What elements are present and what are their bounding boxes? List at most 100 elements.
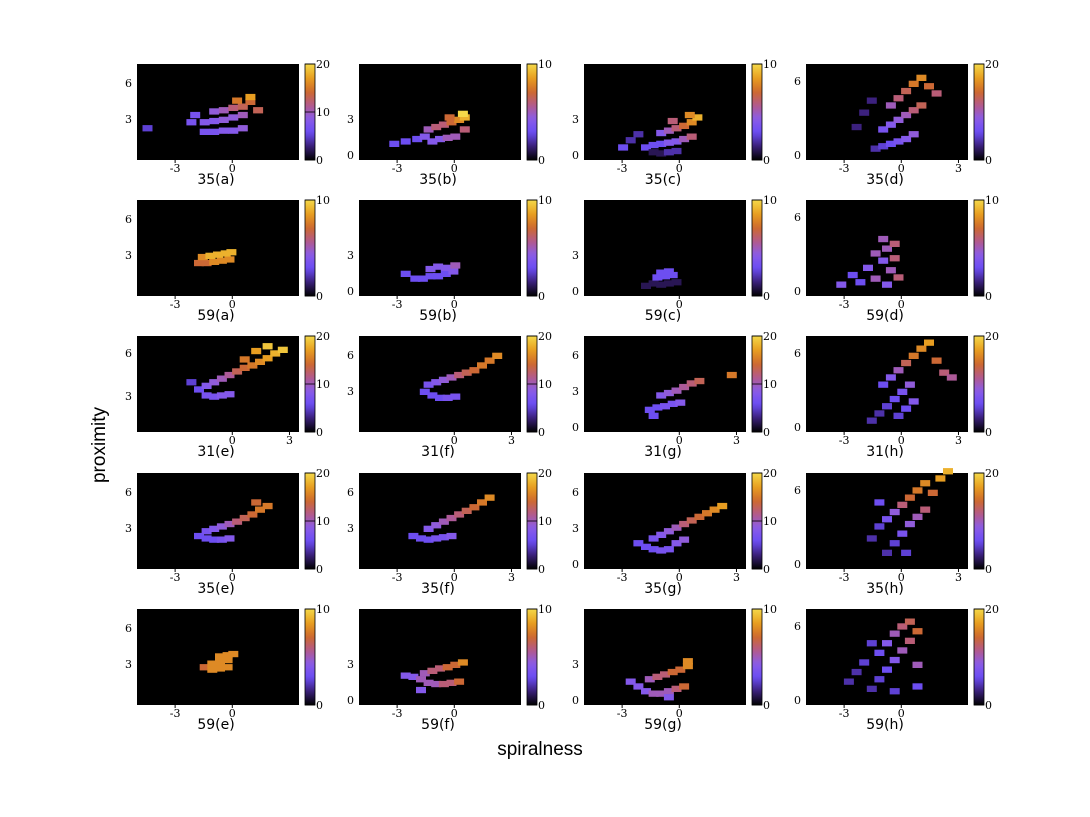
heatmap-cell [435,394,445,401]
heatmap-cell [218,116,229,123]
heatmap-cell [660,671,670,678]
colorbar [526,199,538,297]
x-tick-label: 3 [733,571,740,584]
x-tick-label: 0 [676,707,683,720]
heatmap-cell [671,147,682,155]
x-tick-label: -3 [839,298,850,311]
y-tick-label: 3 [125,113,132,126]
heatmap-cell [239,514,250,522]
heatmap-cell [431,522,442,529]
heatmap-cell [889,688,900,695]
heatmap-cell [939,369,950,376]
heatmap-cell [641,282,651,289]
heatmap-cell [201,382,212,389]
heatmap-cell [927,489,938,496]
colorbar-tick-label: 0 [763,290,770,303]
heatmap-cell [633,540,644,547]
heatmap-cell [726,371,737,379]
heatmap-cell [885,267,896,274]
heatmap-cell [897,647,908,654]
x-axis-title: spiralness [497,739,583,760]
x-tick-label: 0 [451,298,458,311]
colorbar-tick-label: 0 [985,290,992,303]
y-tick-label: 6 [347,349,354,362]
colorbar [526,608,538,706]
heatmap-cell [916,74,927,81]
heatmap-cell [686,119,697,126]
heatmap-cell [209,379,220,386]
heatmap-cell [882,245,892,252]
x-tick-label: -3 [839,434,850,447]
heatmap-cell [194,259,204,267]
heatmap-cell [438,518,449,525]
heatmap-cell [416,686,426,694]
heatmap-cell [201,259,212,267]
heatmap-cell [232,97,243,104]
colorbar-tick-label: 0 [985,154,992,167]
heatmap-cell [847,271,858,279]
heatmap-cell [912,661,923,668]
x-tick-label: 0 [898,434,905,447]
heatmap-cell [943,468,953,475]
heatmap-cell [663,694,674,701]
y-tick-label: 3 [347,658,354,671]
heatmap-cell [444,114,455,121]
heatmap-cell [851,668,862,676]
heatmap-cell [882,640,892,647]
heatmap-cell [663,268,674,275]
heatmap-cell [201,535,212,542]
colorbar [973,472,985,570]
heatmap-cell [416,535,426,542]
colorbar-tick-label: 20 [316,58,330,71]
heatmap-cell [671,540,682,547]
colorbar-tick-label: 20 [763,467,777,480]
heatmap-cell [199,128,210,135]
y-tick-label: 6 [572,486,579,499]
y-tick-label: 0 [572,694,579,707]
heatmap-cell [904,520,915,528]
heatmap-cell [882,516,892,523]
colorbar-tick-label: 10 [763,58,777,71]
y-tick-label: 0 [572,558,579,571]
heatmap-cell [442,134,453,141]
heatmap-cell [228,650,239,658]
heatmap-cell [836,281,847,288]
heatmap-cell [431,680,442,688]
y-tick-label: 0 [794,285,801,298]
heatmap-cell [904,618,915,625]
heatmap-cell [656,392,667,399]
heatmap-cell [851,123,862,131]
x-tick-label: 0 [898,707,905,720]
x-tick-label: 0 [451,434,458,447]
heatmap-cell [859,109,870,116]
x-tick-label: 3 [955,434,962,447]
heatmap-cell [209,393,220,400]
heatmap-cell [625,137,636,144]
heatmap-cell [469,367,480,374]
heatmap-cell [663,139,674,146]
heatmap-cell [433,273,444,280]
heatmap-cell [671,125,682,132]
heatmap-cell [660,273,670,280]
heatmap-cell [457,659,468,666]
heatmap-cell [245,93,256,101]
heatmap-cell [908,131,919,138]
colorbar-tick-label: 20 [985,330,999,343]
heatmap-cell [228,104,239,111]
x-tick-label: 0 [898,571,905,584]
colorbar [751,63,763,161]
heatmap-cell [908,398,919,405]
x-tick-label: 0 [451,571,458,584]
heatmap-cell [648,149,659,156]
heatmap-cell [885,374,896,381]
colorbar [751,199,763,297]
heatmap-cell [931,357,942,364]
panel-caption: 35(d) [866,172,904,188]
heatmap-cell [205,252,216,259]
heatmap-cell [866,97,877,104]
